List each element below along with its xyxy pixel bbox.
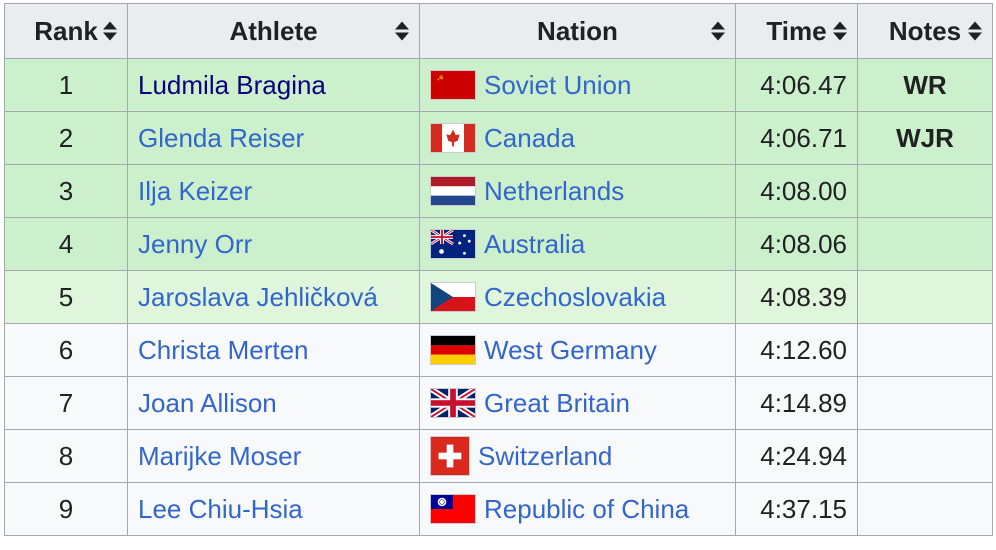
athlete-link[interactable]: Ilja Keizer — [138, 175, 253, 206]
nation-header-label: Nation — [537, 15, 618, 46]
nation-link[interactable]: Republic of China — [484, 493, 690, 524]
time-cell: 4:08.06 — [735, 217, 858, 271]
notes-cell — [857, 270, 993, 324]
time-cell: 4:08.00 — [735, 164, 858, 218]
notes-cell — [857, 376, 993, 430]
notes-cell — [857, 217, 993, 271]
netherlands-flag-icon — [430, 176, 476, 206]
notes-cell — [857, 164, 993, 218]
nation-link[interactable]: Canada — [484, 122, 576, 153]
notes-cell: WJR — [857, 111, 993, 165]
soviet-union-flag-icon: ☭ — [430, 70, 476, 100]
nation-link[interactable]: Australia — [484, 228, 586, 259]
nation-cell: Canada — [419, 111, 736, 165]
rank-cell: 6 — [4, 323, 128, 377]
rank-cell: 5 — [4, 270, 128, 324]
rank-cell: 4 — [4, 217, 128, 271]
athlete-link[interactable]: Glenda Reiser — [138, 122, 305, 153]
sort-icon[interactable] — [968, 21, 982, 41]
nation-link[interactable]: Switzerland — [478, 440, 613, 471]
nation-cell: Australia — [419, 217, 736, 271]
table-row: 9 Lee Chiu-Hsia Republic of China 4:37.1… — [4, 482, 993, 536]
nation-cell: Czechoslovakia — [419, 270, 736, 324]
athlete-cell: Lee Chiu-Hsia — [127, 482, 420, 536]
table-row: 5 Jaroslava Jehličková Czechoslovakia 4:… — [4, 270, 993, 324]
athlete-cell: Joan Allison — [127, 376, 420, 430]
rank-column-header[interactable]: Rank — [4, 3, 128, 59]
table-row: 3 Ilja Keizer Netherlands 4:08.00 — [4, 164, 993, 218]
rank-cell: 9 — [4, 482, 128, 536]
athlete-cell: Marijke Moser — [127, 429, 420, 483]
notes-cell — [857, 429, 993, 483]
nation-cell: Netherlands — [419, 164, 736, 218]
sort-icon[interactable] — [395, 21, 409, 41]
nation-cell: Republic of China — [419, 482, 736, 536]
time-cell: 4:06.71 — [735, 111, 858, 165]
time-cell: 4:12.60 — [735, 323, 858, 377]
athlete-cell: Christa Merten — [127, 323, 420, 377]
athlete-cell: Jenny Orr — [127, 217, 420, 271]
table-row: 7 Joan Allison Great Britain 4:14.89 — [4, 376, 993, 430]
time-column-header[interactable]: Time — [735, 3, 858, 59]
athlete-link[interactable]: Lee Chiu-Hsia — [138, 493, 303, 524]
sort-icon[interactable] — [711, 21, 725, 41]
table-row: 4 Jenny Orr Australia 4:08.06 — [4, 217, 993, 271]
nation-link[interactable]: Netherlands — [484, 175, 625, 206]
nation-column-header[interactable]: Nation — [419, 3, 736, 59]
notes-cell — [857, 323, 993, 377]
rank-cell: 8 — [4, 429, 128, 483]
athlete-cell: Ilja Keizer — [127, 164, 420, 218]
canada-flag-icon — [430, 123, 476, 153]
nation-cell: Great Britain — [419, 376, 736, 430]
nation-link[interactable]: Great Britain — [484, 387, 630, 418]
athlete-column-header[interactable]: Athlete — [127, 3, 420, 59]
table-row: 6 Christa Merten West Germany 4:12.60 — [4, 323, 993, 377]
switzerland-flag-icon — [430, 436, 470, 476]
sort-icon[interactable] — [833, 21, 847, 41]
great-britain-flag-icon — [430, 388, 476, 418]
athlete-cell: Jaroslava Jehličková — [127, 270, 420, 324]
time-cell: 4:14.89 — [735, 376, 858, 430]
athlete-link[interactable]: Jenny Orr — [138, 228, 253, 259]
table-row: 1 Ludmila Bragina ☭ Soviet Union 4:06.47… — [4, 58, 993, 112]
time-cell: 4:06.47 — [735, 58, 858, 112]
rank-cell: 1 — [4, 58, 128, 112]
rank-cell: 3 — [4, 164, 128, 218]
sort-icon[interactable] — [103, 21, 117, 41]
nation-link[interactable]: Czechoslovakia — [484, 281, 667, 312]
table-row: 2 Glenda Reiser Canada 4:06.71 WJR — [4, 111, 993, 165]
athlete-link[interactable]: Ludmila Bragina — [138, 69, 326, 100]
notes-header-label: Notes — [888, 15, 962, 46]
rank-cell: 2 — [4, 111, 128, 165]
table-row: 8 Marijke Moser Switzerland 4:24.94 — [4, 429, 993, 483]
rank-header-label: Rank — [34, 15, 98, 46]
nation-cell: Switzerland — [419, 429, 736, 483]
header-row: Rank Athlete Nation Time Notes — [4, 3, 993, 59]
republic-of-china-flag-icon — [430, 494, 476, 524]
nation-link[interactable]: West Germany — [484, 334, 657, 365]
west-germany-flag-icon — [430, 335, 476, 365]
athlete-header-label: Athlete — [229, 15, 318, 46]
athlete-link[interactable]: Jaroslava Jehličková — [138, 281, 378, 312]
australia-flag-icon — [430, 229, 476, 259]
time-cell: 4:37.15 — [735, 482, 858, 536]
svg-text:☭: ☭ — [437, 73, 444, 82]
nation-cell: ☭ Soviet Union — [419, 58, 736, 112]
rank-cell: 7 — [4, 376, 128, 430]
time-cell: 4:24.94 — [735, 429, 858, 483]
nation-cell: West Germany — [419, 323, 736, 377]
nation-link[interactable]: Soviet Union — [484, 69, 632, 100]
results-table: Rank Athlete Nation Time Notes 1 — [4, 3, 993, 536]
athlete-link[interactable]: Marijke Moser — [138, 440, 302, 471]
athlete-cell: Glenda Reiser — [127, 111, 420, 165]
notes-column-header[interactable]: Notes — [857, 3, 993, 59]
athlete-cell: Ludmila Bragina — [127, 58, 420, 112]
time-cell: 4:08.39 — [735, 270, 858, 324]
athlete-link[interactable]: Christa Merten — [138, 334, 309, 365]
athlete-link[interactable]: Joan Allison — [138, 387, 277, 418]
time-header-label: Time — [766, 15, 827, 46]
notes-cell — [857, 482, 993, 536]
notes-cell: WR — [857, 58, 993, 112]
czechoslovakia-flag-icon — [430, 282, 476, 312]
